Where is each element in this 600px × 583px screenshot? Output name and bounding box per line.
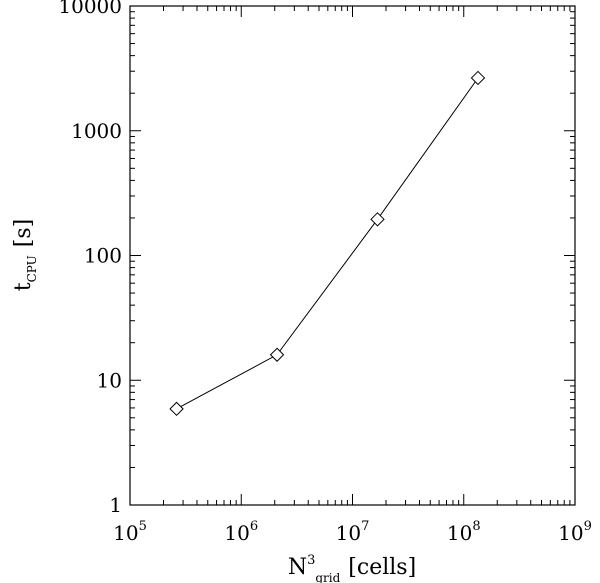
series-line bbox=[176, 77, 479, 410]
x-tick-labels: 105 106 107 108 109 bbox=[113, 519, 592, 545]
axis-ticks bbox=[129, 5, 576, 506]
x-tick-label-base: 10 bbox=[113, 521, 138, 545]
data-point-marker bbox=[269, 347, 285, 362]
data-point-marker bbox=[370, 212, 385, 227]
x-tick-label: 106 bbox=[224, 519, 258, 545]
y-tick-label: 10 bbox=[97, 368, 122, 392]
x-tick-label: 107 bbox=[336, 519, 370, 545]
x-tick-label: 109 bbox=[558, 519, 592, 545]
x-tick-label-exp: 6 bbox=[250, 519, 258, 534]
x-tick-label-exp: 8 bbox=[472, 519, 480, 534]
x-tick-label-base: 10 bbox=[336, 521, 361, 545]
y-tick-labels: 1 10 100 1000 10000 bbox=[58, 0, 122, 517]
x-axis-label-main: N bbox=[288, 555, 307, 580]
x-axis-label-sub: grid bbox=[315, 571, 340, 583]
y-axis-label-main: t bbox=[11, 282, 36, 291]
x-tick-label: 108 bbox=[447, 519, 481, 545]
x-axis-label-unit: [cells] bbox=[348, 555, 416, 580]
data-point-marker bbox=[470, 70, 486, 86]
x-tick-label-exp: 9 bbox=[584, 519, 592, 534]
x-axis-label-sup: 3 bbox=[307, 553, 315, 568]
y-tick-label: 1000 bbox=[71, 119, 122, 143]
y-axis-label-sub: CPU bbox=[25, 255, 39, 282]
x-tick-label-base: 10 bbox=[447, 521, 472, 545]
y-axis-label: tCPU [s] bbox=[11, 219, 39, 291]
x-tick-label-base: 10 bbox=[558, 521, 583, 545]
x-tick-label-base: 10 bbox=[224, 521, 249, 545]
plot-frame bbox=[129, 5, 576, 506]
y-tick-label: 10000 bbox=[58, 0, 122, 18]
data-point-marker bbox=[169, 401, 184, 417]
x-tick-label: 105 bbox=[113, 519, 147, 545]
x-tick-label-exp: 5 bbox=[139, 519, 147, 534]
y-tick-label: 100 bbox=[84, 244, 122, 268]
y-axis-label-unit: [s] bbox=[11, 219, 36, 247]
x-axis-label: N3grid [cells] bbox=[288, 553, 416, 583]
y-tick-label: 1 bbox=[109, 493, 122, 517]
series-markers bbox=[169, 70, 486, 417]
x-tick-label-exp: 7 bbox=[361, 519, 369, 534]
